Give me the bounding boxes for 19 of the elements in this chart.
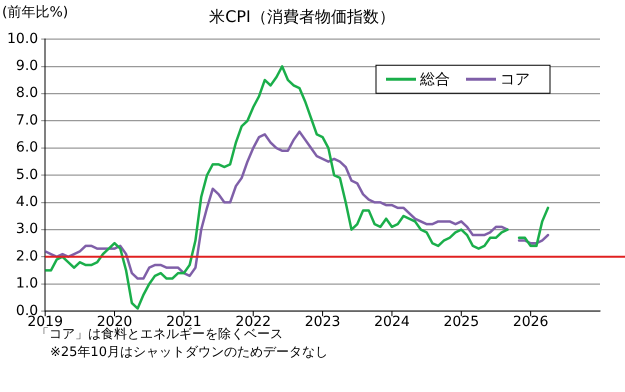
y-tick-label: 5.0 bbox=[16, 166, 38, 183]
text: ※25年10月はシャットダウンのためデータなし bbox=[50, 344, 328, 360]
legend-label: 総合 bbox=[419, 70, 450, 88]
x-tick-label: 2026 bbox=[512, 314, 549, 330]
y-tick-label: 3.0 bbox=[16, 221, 38, 238]
legend-label: コア bbox=[500, 70, 530, 88]
y-tick-label: 7.0 bbox=[16, 112, 38, 128]
y-tick-label: 1.0 bbox=[16, 276, 38, 292]
x-tick-label: 2025 bbox=[443, 314, 480, 330]
chart-title: 米CPI（消費者物価指数） bbox=[209, 6, 395, 26]
y-tick-label: 2.0 bbox=[16, 248, 38, 264]
y-tick-label: 6.0 bbox=[16, 140, 38, 156]
y-tick-label: 8.0 bbox=[16, 85, 38, 102]
y-tick-label: 9.0 bbox=[16, 58, 38, 74]
y-tick-label: 10.0 bbox=[7, 30, 38, 47]
x-tick-label: 2023 bbox=[304, 314, 340, 330]
x-tick-label: 2024 bbox=[374, 314, 410, 330]
y-tick-label: 4.0 bbox=[16, 194, 38, 210]
y-axis-title: (前年比%) bbox=[2, 4, 68, 21]
